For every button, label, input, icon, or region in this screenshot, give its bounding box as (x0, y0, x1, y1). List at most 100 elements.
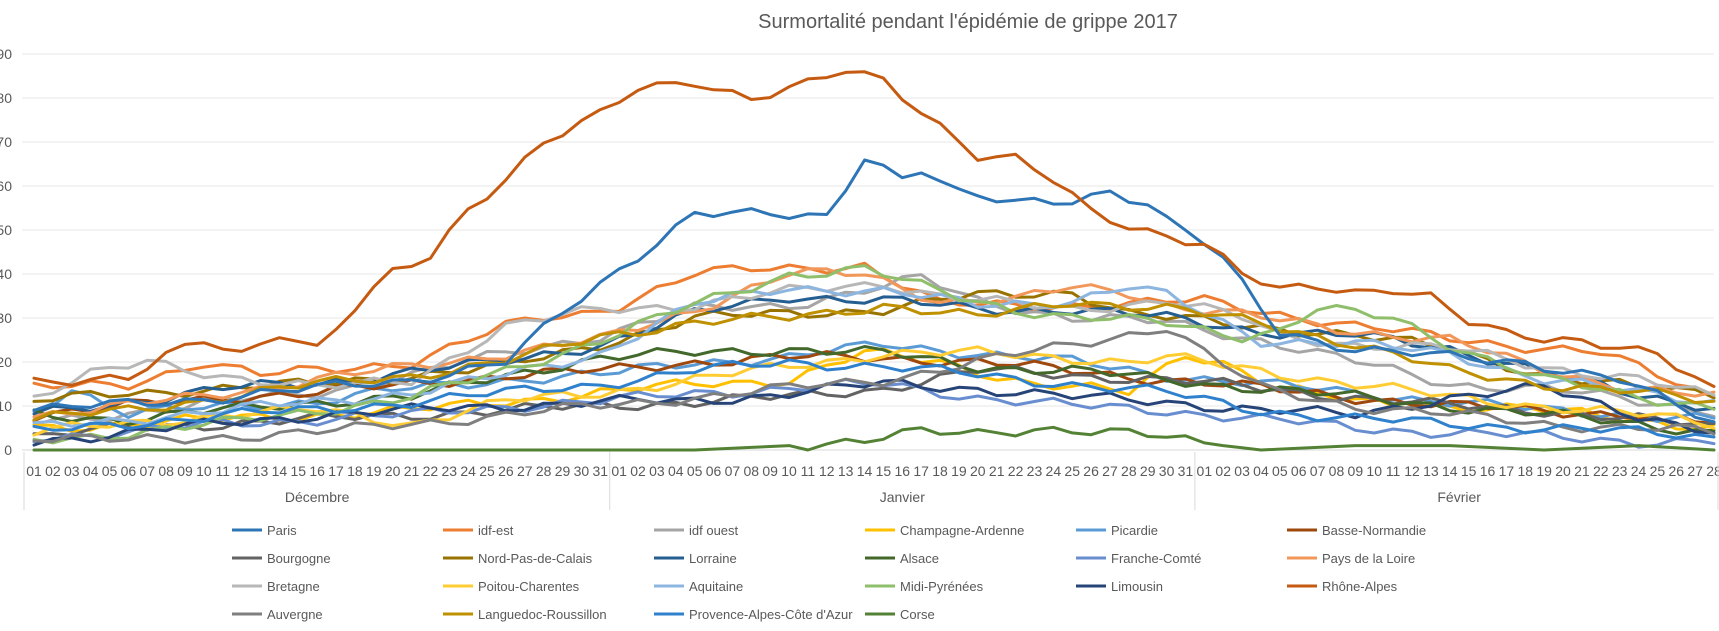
x-tick-label: 10 (1366, 463, 1382, 479)
x-tick-label: 09 (762, 463, 778, 479)
y-axis-ticks: 0 10 20 30 40 50 60 70 80 90 (0, 46, 12, 458)
x-tick-label: 26 (498, 463, 514, 479)
series-line (32, 285, 1716, 428)
x-tick-label: 20 (1555, 463, 1571, 479)
series-line (32, 330, 1716, 445)
legend-label: Languedoc-Roussillon (478, 607, 607, 622)
x-tick-label: 18 (347, 463, 363, 479)
x-tick-label: 08 (744, 463, 760, 479)
month-label: Décembre (285, 489, 350, 505)
legend-label: Auvergne (267, 607, 323, 622)
series-line (32, 158, 1716, 424)
legend-label: Pays de la Loire (1322, 551, 1415, 566)
x-tick-label: 09 (177, 463, 193, 479)
legend-label: Nord-Pas-de-Calais (478, 551, 593, 566)
legend-label: Franche-Comté (1111, 551, 1201, 566)
x-tick-label: 09 (1348, 463, 1364, 479)
x-tick-label: 31 (593, 463, 609, 479)
x-tick-label: 03 (649, 463, 665, 479)
x-tick-label: 01 (26, 463, 42, 479)
x-tick-label: 15 (876, 463, 892, 479)
series-line (32, 70, 1716, 388)
x-tick-label: 28 (1121, 463, 1137, 479)
x-tick-label: 25 (1064, 463, 1080, 479)
series-line (32, 267, 1716, 419)
x-tick-label: 16 (895, 463, 911, 479)
x-tick-label: 13 (838, 463, 854, 479)
x-tick-label: 11 (215, 463, 230, 479)
month-label: Janvier (880, 489, 925, 505)
x-tick-label: 27 (1102, 463, 1118, 479)
x-tick-label: 14 (857, 463, 873, 479)
x-tick-label: 24 (1046, 463, 1062, 479)
x-tick-label: 22 (1008, 463, 1024, 479)
legend-label: Paris (267, 523, 297, 538)
x-tick-label: 12 (1404, 463, 1420, 479)
x-tick-label: 13 (1423, 463, 1439, 479)
x-tick-label: 02 (1215, 463, 1231, 479)
x-tick-label: 06 (1291, 463, 1307, 479)
x-tick-label: 05 (687, 463, 703, 479)
chart-title: Surmortalité pendant l'épidémie de gripp… (758, 11, 1178, 33)
x-tick-label: 07 (1310, 463, 1326, 479)
x-tick-label: 17 (1499, 463, 1515, 479)
x-tick-label: 21 (404, 463, 420, 479)
y-tick-label: 10 (0, 398, 12, 414)
x-tick-label: 17 (913, 463, 929, 479)
x-tick-label: 11 (1386, 463, 1401, 479)
x-tick-label: 16 (1480, 463, 1496, 479)
legend-label: Rhône-Alpes (1322, 579, 1398, 594)
x-tick-label: 31 (1178, 463, 1194, 479)
legend-label: Basse-Normandie (1322, 523, 1426, 538)
x-tick-label: 02 (45, 463, 61, 479)
legend-label: idf-est (478, 523, 514, 538)
x-tick-label: 22 (423, 463, 439, 479)
legend-label: Champagne-Ardenne (900, 523, 1024, 538)
series-line (32, 300, 1716, 422)
x-tick-label: 21 (989, 463, 1005, 479)
x-tick-label: 18 (932, 463, 948, 479)
x-tick-label: 15 (1461, 463, 1477, 479)
legend-label: Provence-Alpes-Côte d'Azur (689, 607, 853, 622)
x-tick-label: 06 (706, 463, 722, 479)
x-tick-label: 03 (1234, 463, 1250, 479)
legend-label: idf ouest (689, 523, 739, 538)
legend: Paris idf-est idf ouest Champagne-Ardenne Pi… (232, 523, 1426, 622)
legend-label: Bourgogne (267, 551, 331, 566)
x-tick-label: 16 (309, 463, 325, 479)
x-tick-label: 24 (460, 463, 476, 479)
x-tick-label: 12 (819, 463, 835, 479)
x-tick-label: 23 (1027, 463, 1043, 479)
x-tick-label: 26 (1083, 463, 1099, 479)
x-tick-label: 04 (83, 463, 99, 479)
x-tick-label: 08 (1329, 463, 1345, 479)
series-line (32, 425, 1716, 452)
y-tick-label: 20 (0, 354, 12, 370)
y-tick-label: 90 (0, 46, 12, 62)
legend-label: Corse (900, 607, 935, 622)
x-axis: 01 02 03 04 05 06 07 08 09 10 11 12 13 14 15 16 17 18 19 20… (23, 452, 1719, 510)
x-tick-label: 01 (611, 463, 627, 479)
x-tick-label: 07 (139, 463, 155, 479)
y-tick-label: 70 (0, 134, 12, 150)
x-tick-label: 29 (555, 463, 571, 479)
x-tick-label: 01 (1197, 463, 1213, 479)
legend-label: Aquitaine (689, 579, 743, 594)
y-tick-label: 0 (4, 442, 12, 458)
x-tick-label: 12 (234, 463, 250, 479)
x-tick-label: 05 (1272, 463, 1288, 479)
x-tick-label: 28 (536, 463, 552, 479)
series-line (32, 358, 1716, 440)
legend-label: Bretagne (267, 579, 320, 594)
x-tick-label: 14 (272, 463, 288, 479)
series-line (32, 340, 1716, 423)
y-tick-label: 60 (0, 178, 12, 194)
y-tick-label: 30 (0, 310, 12, 326)
x-tick-label: 25 (1650, 463, 1666, 479)
y-tick-label: 40 (0, 266, 12, 282)
x-tick-label: 24 (1631, 463, 1647, 479)
x-tick-label: 07 (725, 463, 741, 479)
legend-label: Picardie (1111, 523, 1158, 538)
series-line (32, 345, 1716, 437)
x-tick-label: 30 (1159, 463, 1175, 479)
